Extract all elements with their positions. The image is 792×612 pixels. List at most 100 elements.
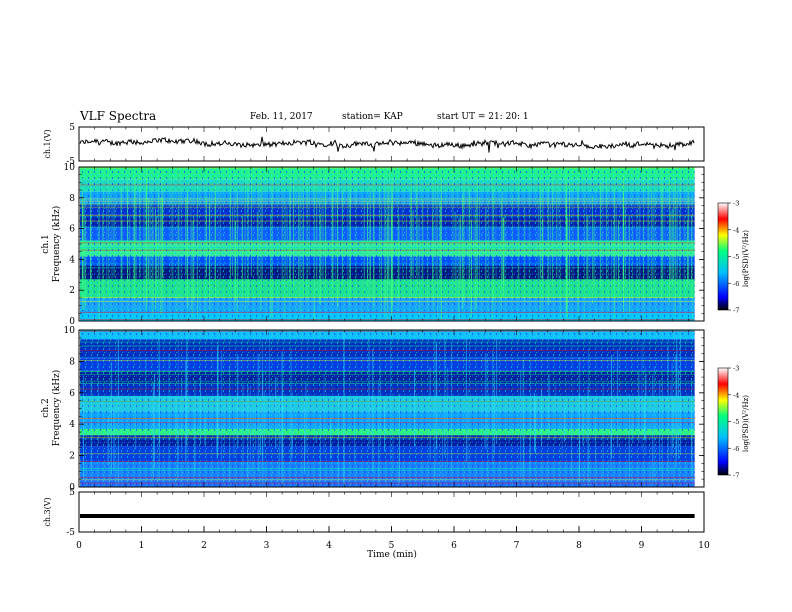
spectrogram-streak	[476, 175, 478, 295]
spectrogram-streak	[670, 384, 672, 475]
y-tick-label: -5	[66, 157, 75, 167]
y-tick-label: -5	[66, 528, 75, 538]
spectrogram-streak	[678, 369, 679, 460]
spectrogram-streak	[373, 176, 375, 308]
spectrogram-streak	[83, 197, 85, 310]
spectrogram-streak	[148, 197, 149, 281]
spectrogram-line	[80, 312, 695, 313]
y-tick-label: 8	[69, 194, 75, 204]
spectrogram-streak	[676, 334, 677, 457]
spectrogram-streak	[475, 197, 477, 310]
spectrogram-streak	[422, 199, 424, 285]
spectrogram-streak	[687, 175, 689, 286]
spectrogram-streak	[134, 178, 135, 300]
spectrogram-streak	[452, 169, 454, 287]
spectrogram-streak	[427, 205, 428, 309]
spectrogram-streak	[151, 196, 153, 283]
spectrogram-streak	[688, 186, 690, 289]
spectrogram-streak	[652, 375, 653, 487]
spectrogram-streak	[465, 333, 467, 463]
spectrogram-streak	[257, 180, 259, 279]
spectrogram-streak	[256, 212, 258, 276]
ch2-colorbar-label: log(PSD)(V²/Hz)	[742, 395, 750, 452]
spectrogram-streak	[315, 419, 317, 443]
spectrogram-streak	[397, 205, 399, 298]
spectrogram-streak	[303, 174, 304, 297]
spectrogram-streak	[107, 416, 109, 465]
spectrogram-streak	[82, 193, 83, 297]
spectrogram-streak	[293, 173, 295, 289]
spectrogram-streak	[98, 200, 100, 319]
x-tick-label: 0	[76, 541, 82, 551]
spectrogram-streak	[496, 336, 498, 445]
spectrogram-streak	[302, 215, 304, 293]
spectrogram-line	[80, 203, 695, 205]
date-label: Feb. 11, 2017	[250, 112, 313, 122]
spectrogram-streak	[647, 173, 649, 280]
spectrogram-line	[80, 215, 695, 216]
spectrogram-streak	[275, 376, 277, 449]
spectrogram-streak	[571, 410, 572, 475]
spectrogram-streak	[261, 342, 263, 463]
spectrogram-streak	[320, 213, 322, 305]
spectrogram-streak	[107, 171, 109, 294]
spectrogram-streak	[85, 216, 86, 307]
spectrogram-streak	[279, 412, 281, 446]
x-tick-label: 10	[698, 541, 710, 551]
spectrogram-streak	[237, 354, 239, 449]
spectrogram-streak	[528, 177, 530, 278]
spectrogram-line	[80, 204, 695, 206]
spectrogram-streak	[90, 378, 92, 468]
spectrogram-streak	[121, 219, 123, 302]
y-tick-label: 10	[64, 163, 76, 173]
spectrogram-streak	[683, 216, 685, 289]
spectrogram-line	[80, 418, 695, 419]
spectrogram-line	[80, 279, 695, 280]
spectrogram-streak	[305, 381, 307, 453]
spectrogram-line	[80, 461, 695, 462]
spectrogram-streak	[572, 169, 574, 282]
spectrogram-streak	[520, 369, 522, 479]
spectrogram-streak	[669, 174, 670, 302]
spectrogram-streak	[561, 411, 563, 460]
spectrogram-streak	[587, 214, 589, 282]
spectrogram-streak	[487, 358, 489, 482]
spectrogram-streak	[437, 175, 439, 319]
spectrogram-streak	[330, 190, 332, 278]
spectrogram-line	[80, 263, 695, 265]
x-axis-label: Time (min)	[367, 549, 417, 560]
start-time-label: start UT = 21: 20: 1	[437, 112, 529, 122]
y-tick-label: 2	[69, 286, 75, 296]
spectrogram-streak	[146, 168, 147, 310]
ch1-spectrogram-panel: 0 2 4 6 8 10	[64, 163, 705, 327]
spectrogram-streak	[215, 185, 216, 298]
spectrogram-streak	[542, 181, 544, 287]
spectrogram-line	[80, 313, 695, 314]
spectrogram-streak	[159, 378, 160, 442]
spectrogram-streak	[530, 361, 531, 458]
colorbar-tick-label: -5	[733, 253, 739, 261]
spectrogram-streak	[469, 187, 471, 290]
spectrogram-streak	[158, 334, 160, 448]
spectrogram-line	[80, 301, 695, 302]
spectrogram-streak	[156, 215, 157, 287]
spectrogram-streak	[82, 208, 84, 291]
spectrogram-streak	[233, 201, 235, 311]
ch3-waveform-yticks: 5 -5	[66, 488, 704, 538]
spectrogram-streak	[429, 367, 431, 460]
spectrogram-streak	[335, 183, 337, 284]
spectrogram-streak	[593, 219, 595, 289]
spectrogram-streak	[149, 200, 151, 294]
spectrogram-streak	[577, 205, 579, 277]
spectrogram-streak	[679, 173, 681, 309]
spectrogram-streak	[602, 382, 604, 483]
spectrogram-streak	[641, 343, 643, 451]
spectrogram-streak	[381, 200, 382, 313]
spectrogram-line	[80, 220, 695, 222]
spectrogram-streak	[671, 362, 673, 457]
spectrogram-line	[80, 247, 695, 248]
ch2-spectrogram-ylabel: ch.2Frequency (kHz)	[41, 370, 62, 447]
spectrogram-streak	[224, 404, 225, 453]
spectrogram-streak	[542, 187, 544, 309]
